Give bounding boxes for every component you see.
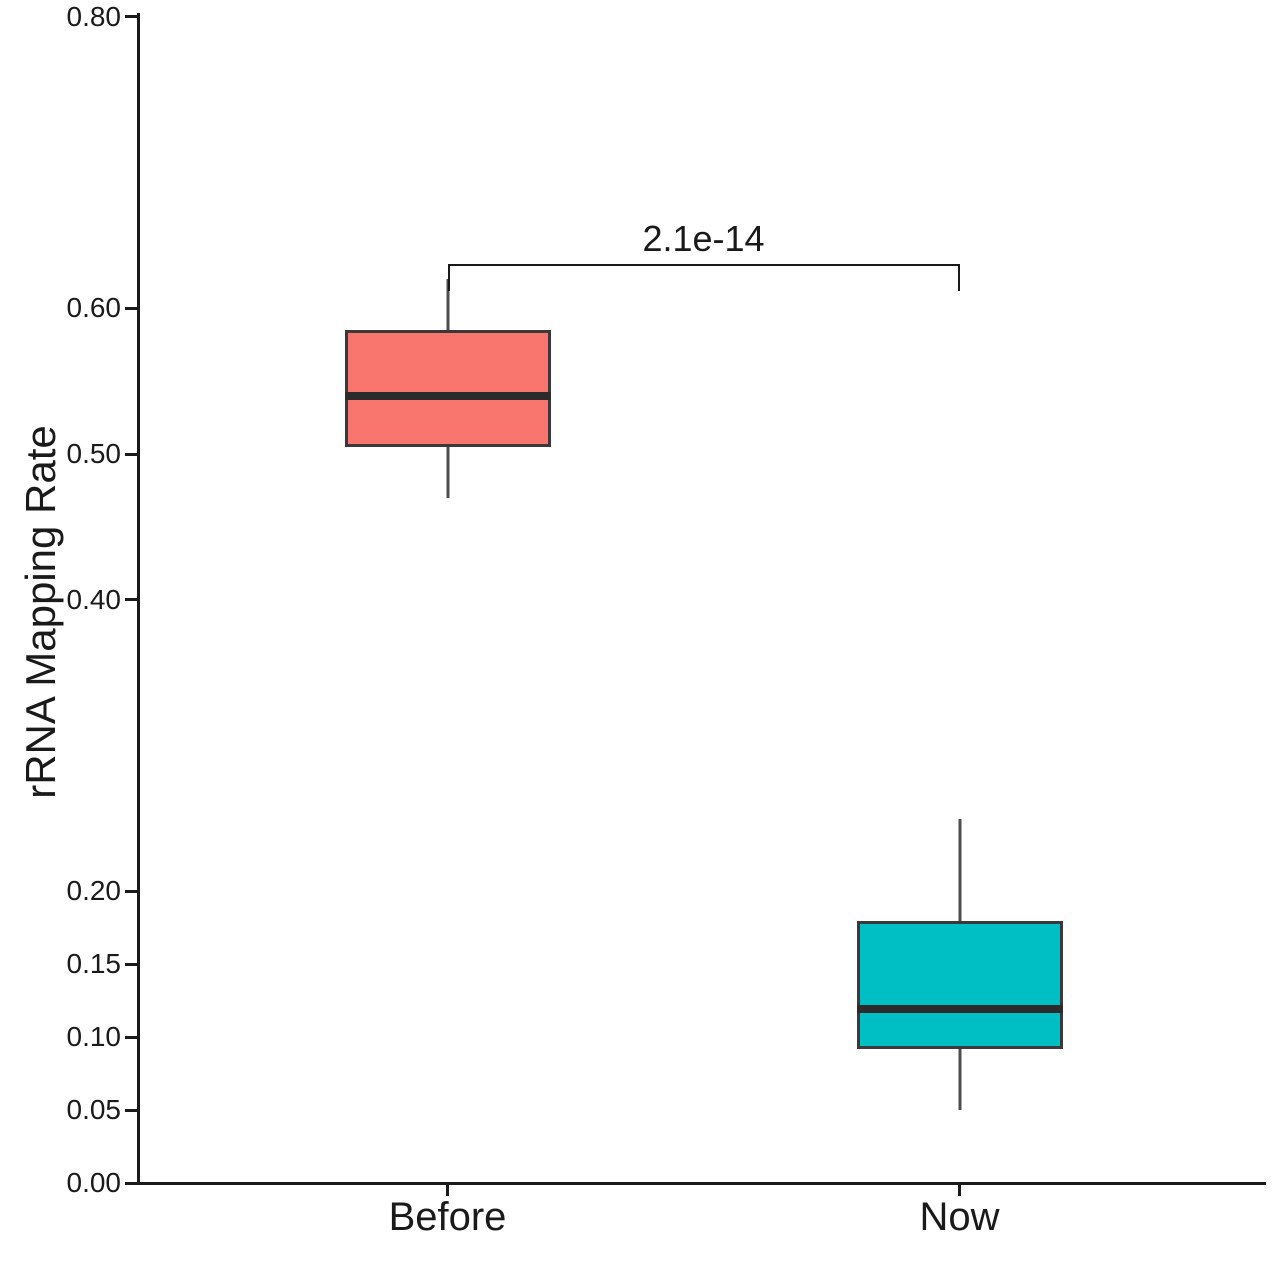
y-tick-label: 0.80 [66,0,122,32]
y-tick-label: 0.00 [66,1167,122,1198]
box-now [856,920,1063,1049]
y-tick-mark [125,1035,137,1039]
upper-whisker [446,279,449,331]
y-tick-mark [125,15,137,19]
y-tick-label: 0.50 [66,438,122,469]
box-before [344,330,551,447]
significance-bracket [447,264,960,291]
lower-whisker [446,446,449,498]
y-tick-mark [125,598,137,602]
y-tick-label: 0.15 [66,948,122,980]
upper-whisker [958,818,961,921]
x-axis-category-label: Now [919,1195,1000,1239]
lower-whisker [958,1048,961,1111]
y-tick-mark [125,306,137,310]
y-tick-label: 0.20 [66,875,122,907]
y-tick-label: 0.40 [66,583,122,615]
p-value-label: 2.1e-14 [642,218,765,260]
y-tick-mark [125,889,137,893]
y-axis-line [137,13,140,1185]
median-line [344,391,551,400]
y-tick-mark [125,1181,137,1185]
x-axis-line [137,1182,1266,1185]
y-tick-mark [125,1108,137,1112]
x-tick-mark [446,1185,449,1196]
median-line [856,1005,1063,1014]
y-tick-mark [125,962,137,966]
y-tick-label: 0.10 [66,1021,122,1053]
y-tick-label: 0.05 [66,1094,122,1126]
x-tick-mark [958,1185,961,1196]
y-tick-label: 0.60 [66,292,122,324]
x-axis-category-label: Before [388,1195,507,1239]
y-tick-mark [125,452,137,456]
